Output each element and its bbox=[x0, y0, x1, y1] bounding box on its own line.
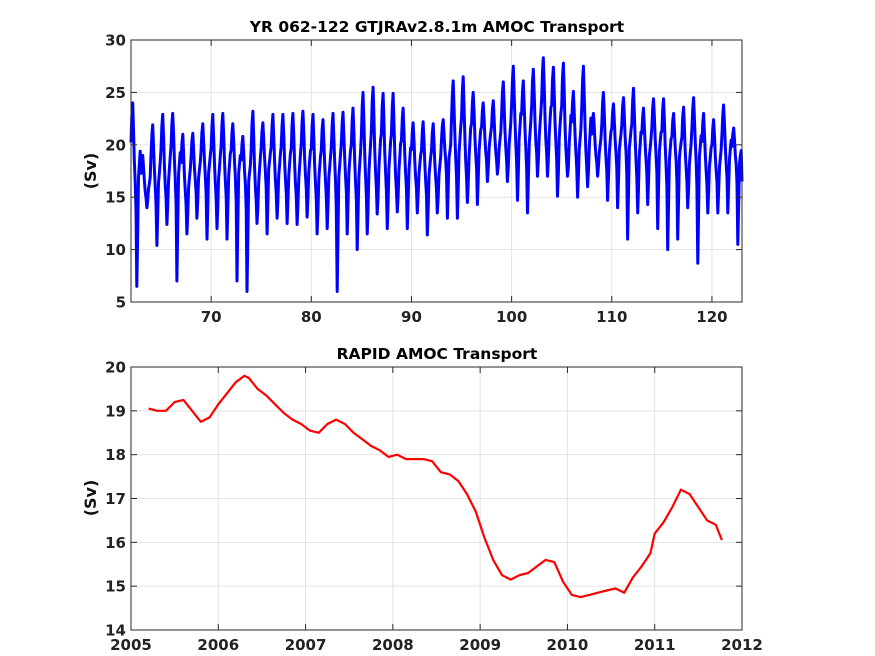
y-tick-label: 19 bbox=[105, 402, 126, 420]
grid-rapid bbox=[130, 366, 743, 631]
y-axis-label-model: (Sv) bbox=[81, 153, 100, 190]
x-tick-label: 2010 bbox=[547, 636, 589, 654]
x-tick-label: 80 bbox=[301, 308, 322, 326]
plot-frame-model bbox=[130, 39, 743, 303]
model-amoc-line bbox=[129, 56, 744, 293]
x-tick-label: 120 bbox=[696, 308, 727, 326]
y-tick-label: 20 bbox=[105, 136, 126, 154]
line-series-rapid bbox=[148, 374, 723, 599]
x-tick-label: 2005 bbox=[110, 636, 152, 654]
x-tick-label: 90 bbox=[401, 308, 422, 326]
y-tick-label: 5 bbox=[116, 294, 126, 312]
y-tick-label: 18 bbox=[105, 446, 126, 464]
y-tick-label: 16 bbox=[105, 534, 126, 552]
y-tick-label: 10 bbox=[105, 241, 126, 259]
ticks-model: 70 80 90 100 110 120 5 10 15 20 25 30 bbox=[105, 32, 742, 326]
y-axis-label-rapid: (Sv) bbox=[81, 480, 100, 517]
x-tick-label: 2009 bbox=[459, 636, 501, 654]
x-tick-label: 2008 bbox=[372, 636, 414, 654]
chart-title-model: YR 062-122 GTJRAv2.8.1m AMOC Transport bbox=[249, 18, 625, 36]
y-tick-label: 20 bbox=[105, 359, 126, 377]
y-tick-label: 25 bbox=[105, 84, 126, 102]
subplot-model-amoc: YR 062-122 GTJRAv2.8.1m AMOC Transport 7… bbox=[81, 18, 744, 326]
x-tick-label: 2012 bbox=[721, 636, 763, 654]
x-tick-label: 70 bbox=[201, 308, 222, 326]
y-tick-label: 15 bbox=[105, 189, 126, 207]
x-tick-label: 2007 bbox=[285, 636, 327, 654]
y-tick-label: 17 bbox=[105, 490, 126, 508]
rapid-amoc-line bbox=[148, 374, 723, 599]
y-tick-label: 15 bbox=[105, 578, 126, 596]
subplot-rapid-amoc: RAPID AMOC Transport 2005 2006 2007 2008 200… bbox=[81, 345, 763, 654]
y-tick-label: 14 bbox=[105, 622, 126, 640]
y-tick-label: 30 bbox=[105, 32, 126, 50]
x-tick-label: 2011 bbox=[634, 636, 676, 654]
x-tick-label: 110 bbox=[596, 308, 627, 326]
ticks-rapid: 2005 2006 2007 2008 2009 2010 2011 2012 14 15 16 17… bbox=[105, 359, 763, 655]
chart-title-rapid: RAPID AMOC Transport bbox=[337, 345, 538, 363]
x-tick-label: 100 bbox=[496, 308, 527, 326]
x-tick-label: 2006 bbox=[197, 636, 239, 654]
line-series-model bbox=[129, 56, 744, 293]
